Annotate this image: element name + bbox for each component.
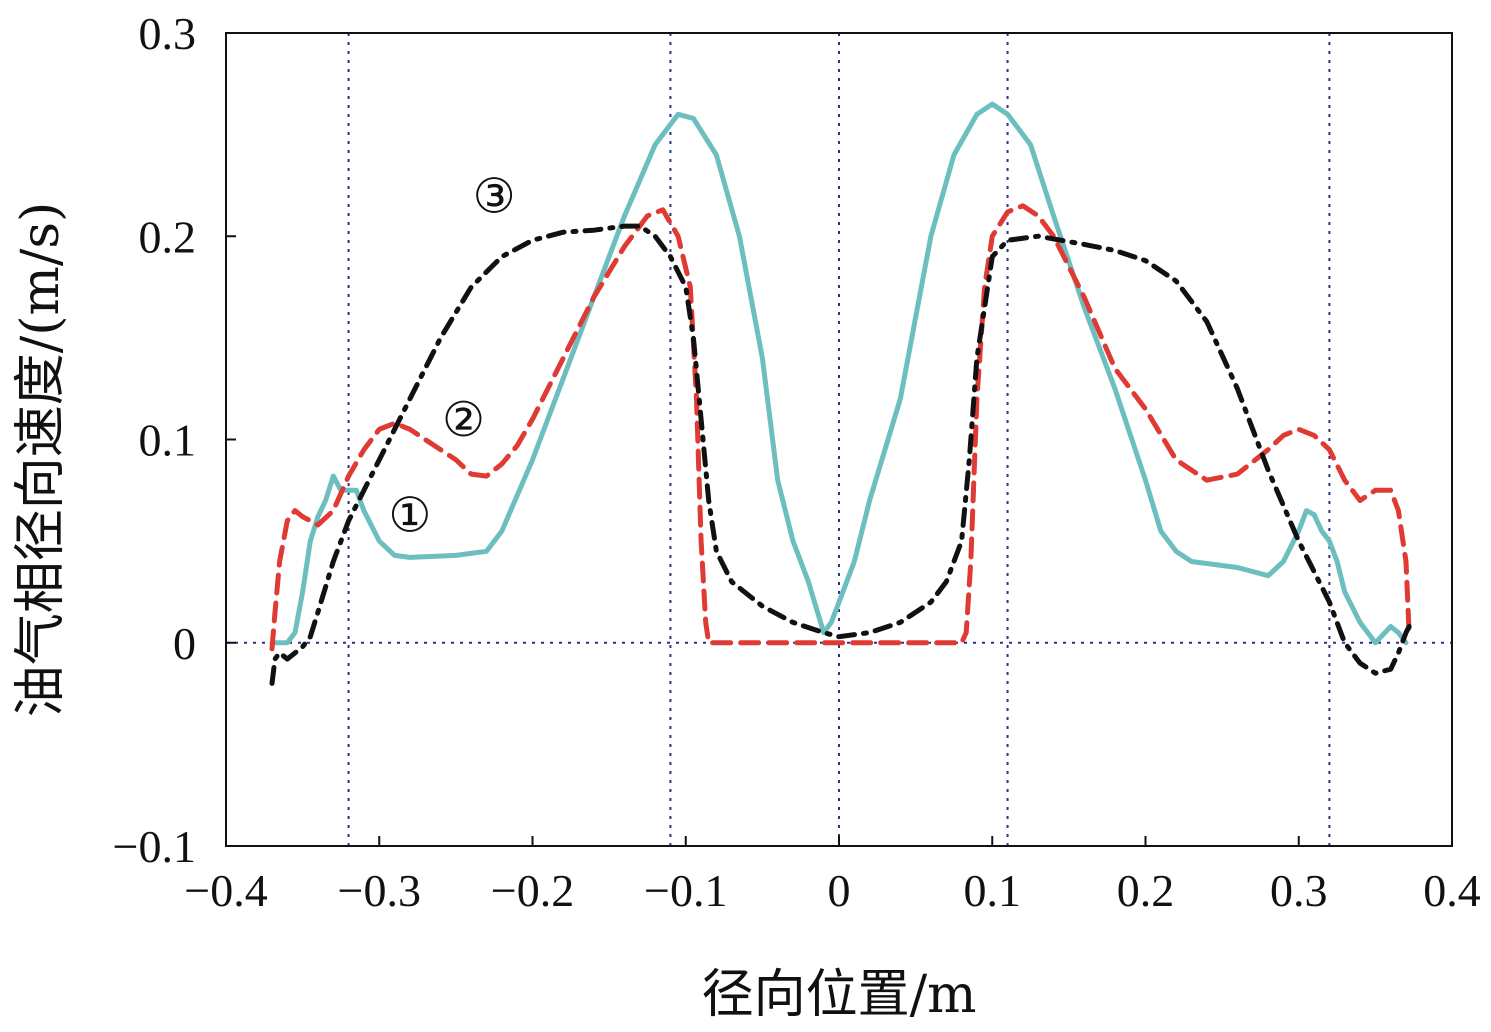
y-axis-label: 油气相径向速度/(m/s) [11,202,71,718]
x-tick-label: −0.1 [644,865,727,916]
x-axis: −0.4 −0.3 −0.2 −0.1 0 0.1 0.2 0.3 0.4 [184,836,1481,916]
series-layer [269,101,1412,686]
x-tick-label: 0 [828,865,851,916]
x-tick-label: −0.2 [491,865,574,916]
series-annotation-3: ③ [473,169,516,225]
x-tick-label: 0.1 [964,865,1022,916]
y-tick-label: 0.2 [139,211,197,262]
y-tick-label: −0.1 [113,821,196,872]
x-axis-label: 径向位置/m [702,965,977,1025]
series-annotation-2: ② [442,392,485,448]
x-tick-label: 0.2 [1117,865,1175,916]
x-tick-label: −0.4 [184,865,267,916]
y-tick-label: 0.3 [139,8,197,59]
y-tick-label: 0 [173,618,196,669]
series-annotation-1: ① [388,488,431,544]
x-tick-label: −0.3 [338,865,421,916]
series-line-2 [269,203,1412,652]
series-line-3 [269,223,1412,686]
annotations: ①② ③ [388,169,515,544]
series-line-1 [269,101,1409,646]
x-tick-label: 0.3 [1270,865,1328,916]
x-tick-label: 0.4 [1423,865,1481,916]
y-axis: −0.1 0 0.1 0.2 0.3 [113,8,236,872]
y-tick-label: 0.1 [139,415,197,466]
